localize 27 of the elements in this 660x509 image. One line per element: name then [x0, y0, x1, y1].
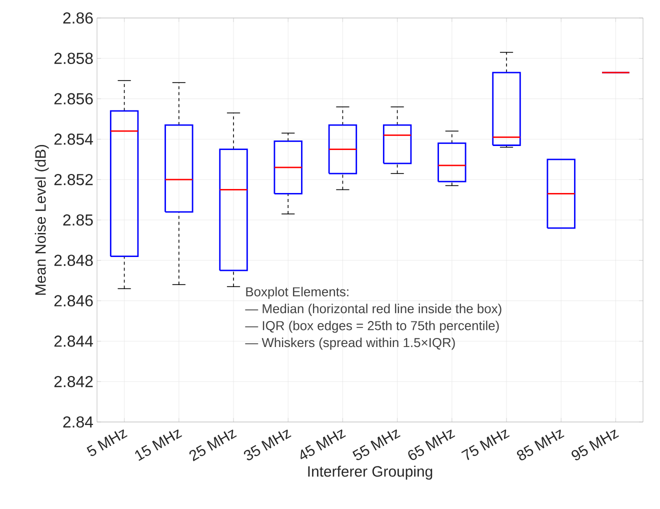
y-axis-title: Mean Noise Level (dB) [34, 144, 49, 295]
y-tick-label: 2.842 [54, 376, 93, 388]
y-tick-label: 2.85 [63, 214, 93, 226]
y-tick-label: 2.854 [54, 134, 94, 145]
annotation: Boxplot Elements: [246, 286, 348, 299]
x-tick-label: 5 MHz [86, 429, 128, 456]
x-tick-label: 55 MHz [352, 429, 400, 460]
annotation: — Whiskers (spread within 1.5×IQR) [245, 338, 455, 350]
y-tick-label: 2.846 [54, 295, 93, 306]
x-tick-label: 65 MHz [408, 429, 456, 460]
x-tick-label: 35 MHz [244, 429, 292, 460]
annotation: — Median (horizontal red line inside the box) [245, 304, 502, 316]
y-tick-label: 2.858 [54, 52, 93, 64]
x-tick-label: 95 MHz [572, 429, 619, 460]
x-tick-label: 85 MHz [516, 429, 564, 460]
x-tick-label: 15 MHz [135, 429, 182, 461]
y-tick-label: 2.84 [63, 416, 94, 428]
y-tick-label: 2.86 [63, 12, 93, 24]
y-tick-label: 2.856 [54, 93, 93, 104]
y-tick-label: 2.844 [54, 336, 94, 347]
x-tick-label: 45 MHz [300, 429, 346, 460]
x-axis-title: Interferer Grouping [308, 466, 432, 480]
annotation: — IQR (box edges = 25th to 75th percentile) [245, 320, 499, 333]
x-tick-label: 75 MHz [461, 429, 510, 460]
y-tick-label: 2.852 [54, 174, 93, 186]
y-tick-label: 2.848 [54, 254, 93, 266]
x-tick-label: 25 MHz [189, 429, 237, 462]
